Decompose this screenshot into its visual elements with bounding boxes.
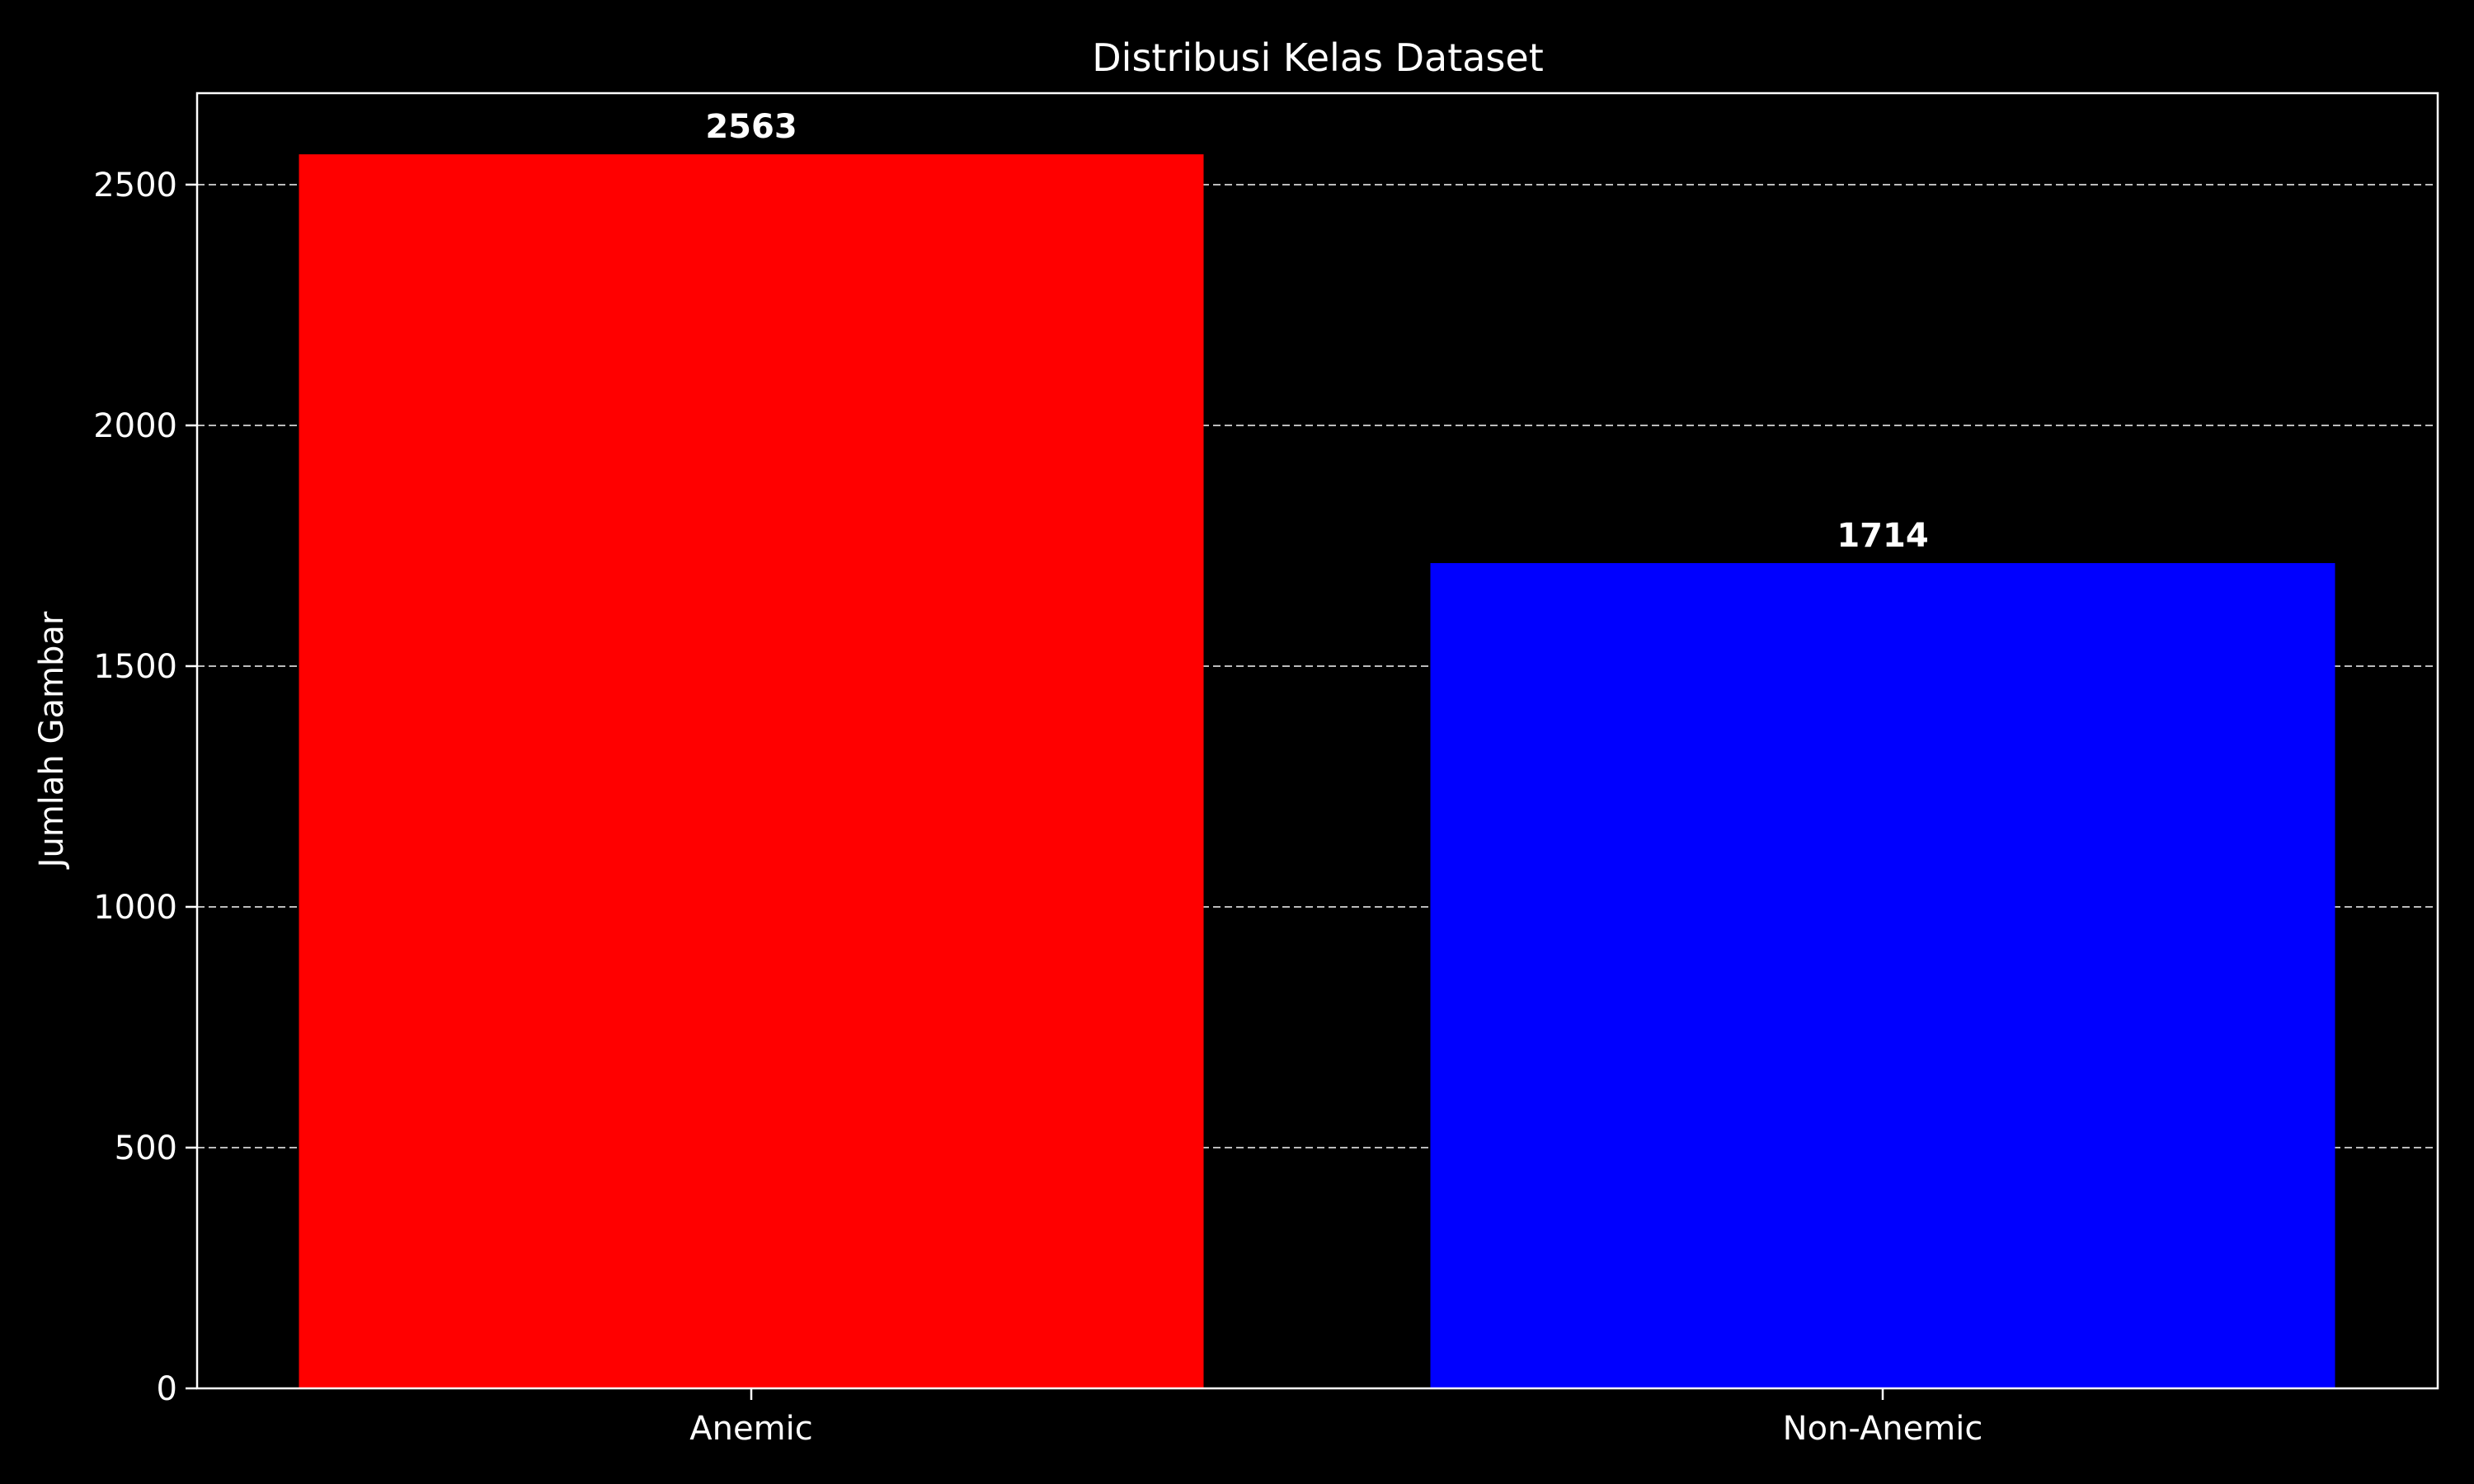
x-tick-label-anemic: Anemic [689, 1410, 812, 1448]
x-axis-ticks: Anemic Non-Anemic [689, 1388, 1982, 1448]
plot-area-frame [195, 92, 2439, 1390]
chart-title: Distribusi Kelas Dataset [1092, 35, 1544, 80]
data-labels: 2563 1714 [705, 108, 1928, 555]
y-axis-ticks: 0 500 1000 1500 2000 2500 [93, 167, 197, 1408]
y-tick-label: 1000 [93, 889, 177, 927]
y-tick-label: 500 [115, 1129, 177, 1167]
y-tick-label: 1500 [93, 648, 177, 686]
bar-anemic [299, 154, 1204, 1388]
data-label-non-anemic: 1714 [1837, 517, 1928, 555]
data-label-anemic: 2563 [705, 108, 797, 146]
y-tick-label: 2000 [93, 407, 177, 445]
y-axis-label: Jumlah Gambar [33, 611, 71, 870]
y-tick-label: 0 [157, 1370, 177, 1408]
x-tick-label-non-anemic: Non-Anemic [1783, 1410, 1983, 1448]
bar-non-anemic [1430, 562, 2335, 1388]
y-tick-label: 2500 [93, 167, 177, 204]
bars [299, 154, 2335, 1388]
